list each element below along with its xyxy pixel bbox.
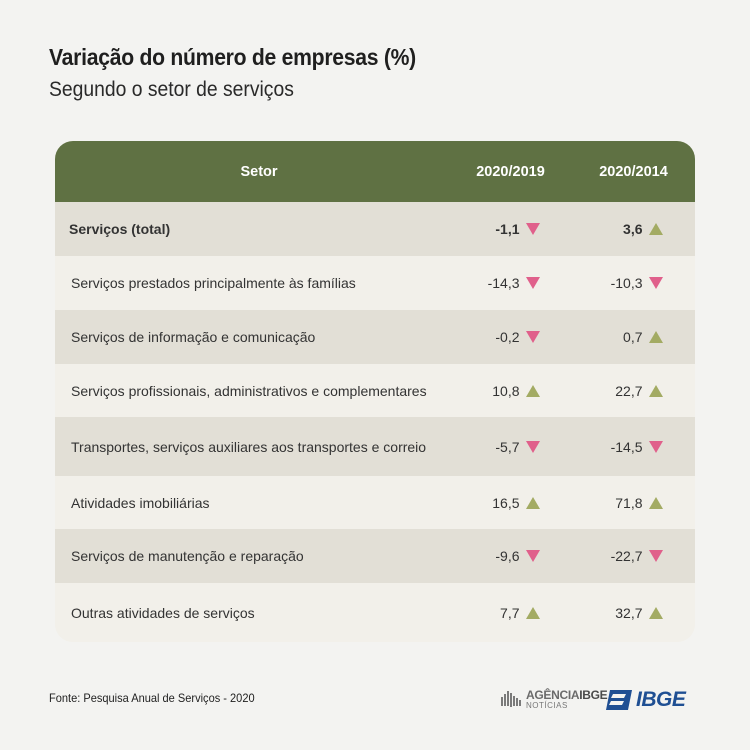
- table-row: Serviços profissionais, administrativos …: [55, 364, 695, 417]
- agencia-ibge-logo: AGÊNCIAIBGE NOTÍCIAS: [500, 686, 608, 712]
- value-2020-2014: -14,5: [610, 438, 643, 455]
- row-value-2020-2019: 10,8: [449, 383, 572, 399]
- arrow-down-icon: [648, 550, 663, 562]
- row-value-2020-2014: -10,3: [572, 275, 695, 291]
- row-sector-label: Serviços de manutenção e reparação: [71, 548, 304, 564]
- value-2020-2014: 0,7: [623, 329, 643, 345]
- row-sector-label: Outras atividades de serviços: [71, 604, 255, 621]
- table-body: Serviços (total) -1,1 3,6 Serviços prestado…: [55, 202, 695, 642]
- column-header-2020-2019: 2020/2019: [476, 163, 545, 180]
- agencia-bars-icon: [501, 691, 521, 707]
- row-value-2020-2014: 3,6: [572, 221, 695, 237]
- ibge-wordmark: IBGE: [636, 688, 686, 711]
- value-2020-2019: -0,2: [495, 329, 520, 345]
- row-value-2020-2014: -22,7: [572, 548, 695, 564]
- arrow-up-icon: [648, 223, 663, 235]
- ibge-emblem-icon: [606, 690, 632, 710]
- row-value-2020-2019: -14,3: [449, 275, 572, 291]
- value-2020-2019: -14,3: [487, 275, 520, 291]
- column-header-setor: Setor: [240, 163, 278, 180]
- arrow-up-icon: [525, 606, 540, 619]
- arrow-up-icon: [648, 496, 663, 509]
- column-header-2020-2014: 2020/2014: [599, 163, 668, 180]
- table-row: Serviços de manutenção e reparação -9,6 -2…: [55, 529, 695, 583]
- table-row: Serviços (total) -1,1 3,6: [55, 202, 695, 256]
- row-value-2020-2019: 16,5: [449, 495, 572, 511]
- table-row: Serviços prestados principalmente às fam…: [55, 256, 695, 310]
- value-2020-2019: 7,7: [500, 604, 520, 621]
- row-value-2020-2019: -9,6: [449, 548, 572, 564]
- agencia-name: AGÊNCIA: [526, 687, 580, 702]
- arrow-down-icon: [648, 277, 663, 289]
- chart-subtitle: Segundo o setor de serviços: [49, 78, 294, 101]
- ibge-logo: IBGE: [606, 688, 686, 712]
- value-2020-2019: -1,1: [495, 221, 520, 237]
- table-row: Outras atividades de serviços 7,7 32,7: [55, 583, 695, 642]
- row-sector-label: Atividades imobiliárias: [71, 494, 210, 511]
- table-row: Serviços de informação e comunicação -0,2…: [55, 310, 695, 364]
- arrow-down-icon: [525, 223, 540, 235]
- arrow-down-icon: [525, 331, 540, 343]
- value-2020-2019: -5,7: [495, 438, 520, 455]
- arrow-down-icon: [648, 440, 663, 453]
- value-2020-2014: 3,6: [623, 221, 643, 237]
- row-sector-label: Transportes, serviços auxiliares aos tra…: [71, 438, 427, 455]
- arrow-up-icon: [648, 606, 663, 619]
- row-value-2020-2014: 0,7: [572, 329, 695, 345]
- arrow-down-icon: [525, 550, 540, 562]
- arrow-down-icon: [525, 277, 540, 289]
- value-2020-2014: -10,3: [610, 275, 643, 291]
- row-sector-label: Serviços de informação e comunicação: [71, 329, 316, 345]
- table-header: Setor 2020/2019 2020/2014: [55, 141, 695, 202]
- value-2020-2014: 71,8: [615, 494, 643, 511]
- arrow-up-icon: [648, 384, 663, 397]
- arrow-up-icon: [648, 331, 663, 343]
- arrow-up-icon: [525, 496, 540, 509]
- value-2020-2019: -9,6: [495, 548, 520, 564]
- row-value-2020-2019: -1,1: [449, 221, 572, 237]
- row-value-2020-2019: -0,2: [449, 329, 572, 345]
- source-note: Fonte: Pesquisa Anual de Serviços - 2020: [49, 691, 255, 705]
- row-value-2020-2014: 32,7: [572, 605, 695, 621]
- value-2020-2014: 32,7: [615, 604, 643, 621]
- arrow-down-icon: [525, 440, 540, 453]
- row-value-2020-2014: 71,8: [572, 495, 695, 511]
- data-table: Setor 2020/2019 2020/2014 Serviços (tota…: [55, 141, 695, 642]
- row-sector-label: Serviços prestados principalmente às fam…: [71, 275, 356, 291]
- value-2020-2019: 16,5: [492, 494, 520, 511]
- chart-title: Variação do número de empresas (%): [49, 44, 416, 70]
- value-2020-2014: -22,7: [610, 548, 643, 564]
- value-2020-2014: 22,7: [615, 382, 643, 399]
- table-row: Atividades imobiliárias 16,5 71,8: [55, 476, 695, 529]
- row-value-2020-2014: 22,7: [572, 383, 695, 399]
- table-row: Transportes, serviços auxiliares aos tra…: [55, 417, 695, 476]
- row-value-2020-2014: -14,5: [572, 439, 695, 455]
- agencia-ibge-name: IBGE: [579, 687, 608, 702]
- row-value-2020-2019: -5,7: [449, 439, 572, 455]
- row-sector-label: Serviços (total): [69, 221, 171, 237]
- row-value-2020-2019: 7,7: [449, 605, 572, 621]
- value-2020-2019: 10,8: [492, 382, 520, 399]
- arrow-up-icon: [525, 384, 540, 397]
- agencia-sub: NOTÍCIAS: [526, 700, 568, 710]
- row-sector-label: Serviços profissionais, administrativos …: [71, 382, 427, 399]
